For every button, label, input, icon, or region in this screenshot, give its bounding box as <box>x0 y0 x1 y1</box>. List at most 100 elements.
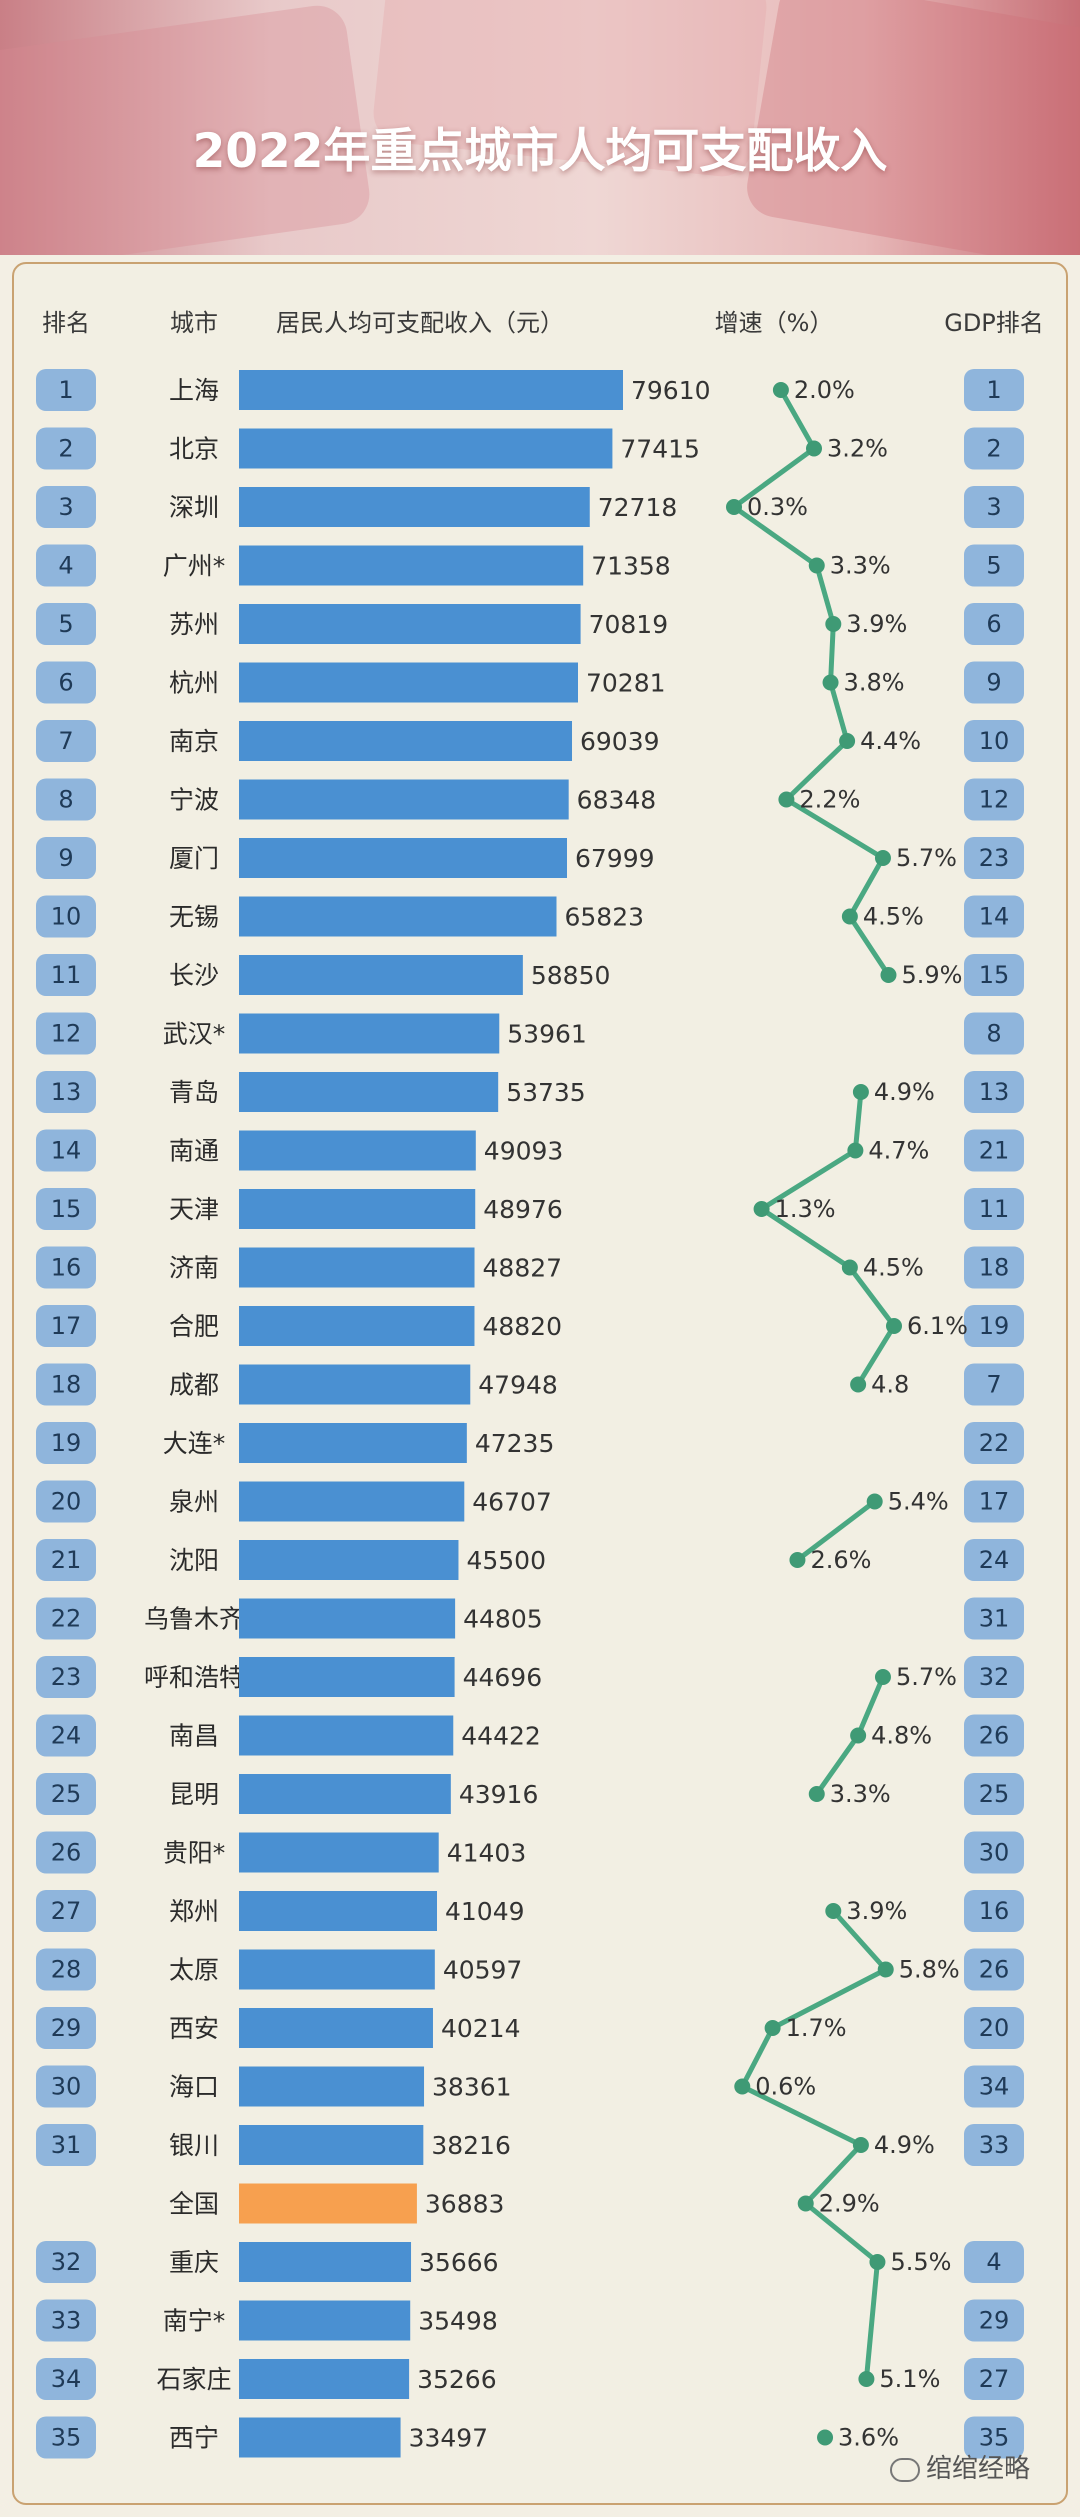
gdp-rank-label: 23 <box>979 844 1010 872</box>
growth-label: 3.3% <box>830 1780 891 1808</box>
city-label: 贵阳* <box>163 1839 226 1868</box>
gdp-rank-label: 4 <box>986 2248 1001 2276</box>
city-label: 大连* <box>163 1429 226 1458</box>
rank-badge <box>36 2241 96 2283</box>
growth-label: 3.3% <box>830 552 891 580</box>
income-bar <box>239 896 557 937</box>
growth-point <box>850 1376 867 1393</box>
growth-point <box>726 499 742 515</box>
growth-point <box>772 382 789 398</box>
income-bar <box>239 662 579 703</box>
gdp-rank-label: 31 <box>979 1605 1010 1633</box>
city-label: 昆明 <box>169 1780 219 1809</box>
gdp-rank-label: 16 <box>979 1897 1010 1925</box>
income-bar <box>239 428 613 469</box>
gdp-rank-badge <box>964 1948 1024 1991</box>
gdp-rank-label: 32 <box>979 1663 1010 1691</box>
growth-label: 1.3% <box>775 1195 836 1223</box>
growth-point <box>886 1318 902 1334</box>
income-bar <box>239 1598 456 1639</box>
income-value: 38361 <box>432 2073 512 2102</box>
income-value: 48820 <box>482 1312 562 1341</box>
gdp-rank-badge <box>964 369 1024 411</box>
rank-badge <box>36 954 96 996</box>
rank-badge <box>36 486 96 528</box>
income-value: 33497 <box>409 2424 489 2453</box>
income-value: 44422 <box>461 1722 541 1751</box>
income-value: 70281 <box>586 669 666 698</box>
gdp-rank-badge <box>964 1188 1024 1230</box>
income-value: 35498 <box>418 2307 498 2336</box>
city-label: 全国 <box>169 2190 219 2219</box>
growth-label: 5.8% <box>899 1956 960 1984</box>
income-bar <box>239 487 590 527</box>
city-label: 西宁 <box>169 2424 219 2453</box>
growth-point <box>847 1142 864 1159</box>
growth-line <box>759 1091 897 1386</box>
growth-point <box>880 967 897 983</box>
income-value: 48827 <box>483 1254 563 1283</box>
gdp-rank-badge <box>964 1890 1024 1932</box>
growth-point <box>734 2078 751 2095</box>
gdp-rank-label: 5 <box>986 552 1001 580</box>
gdp-rank-badge <box>964 661 1024 704</box>
gdp-rank-label: 22 <box>979 1429 1010 1457</box>
growth-point <box>839 733 856 749</box>
gdp-rank-badge <box>964 2065 1024 2108</box>
rank-badge <box>36 720 96 762</box>
header-growth: 增速（%） <box>715 309 834 337</box>
city-label: 济南 <box>169 1254 219 1283</box>
city-label: 南昌 <box>169 1722 219 1751</box>
rank-badge <box>36 2299 96 2342</box>
gdp-rank-badge <box>964 895 1024 938</box>
gdp-rank-label: 2 <box>986 435 1001 463</box>
growth-line <box>795 1499 877 1562</box>
income-bar <box>239 2300 411 2341</box>
income-bar <box>239 370 623 410</box>
gdp-rank-label: 9 <box>986 669 1001 697</box>
income-bar <box>239 1306 475 1346</box>
income-value: 67999 <box>575 844 655 873</box>
rank-label: 5 <box>58 610 73 638</box>
income-bar <box>239 1423 467 1463</box>
rank-badge <box>36 544 96 587</box>
rank-badge <box>36 369 96 411</box>
income-value: 36883 <box>425 2190 505 2219</box>
growth-point <box>866 1493 883 1510</box>
income-value: 69039 <box>580 727 660 756</box>
rank-label: 3 <box>58 493 73 521</box>
city-label: 南通 <box>169 1137 219 1166</box>
gdp-rank-badge <box>964 1246 1024 1289</box>
gdp-rank-badge <box>964 544 1024 587</box>
national-bar <box>239 2183 417 2224</box>
gdp-rank-badge <box>964 2299 1024 2342</box>
gdp-rank-label: 11 <box>979 1195 1010 1223</box>
city-label: 合肥 <box>169 1312 219 1341</box>
income-bar <box>239 1013 500 1054</box>
income-value: 46707 <box>472 1488 552 1517</box>
growth-point <box>850 1727 867 1744</box>
city-label: 深圳 <box>169 493 219 522</box>
rank-label: 21 <box>51 1546 82 1574</box>
rank-label: 1 <box>58 376 73 404</box>
gdp-rank-label: 33 <box>979 2131 1010 2159</box>
city-label: 太原 <box>169 1956 219 1985</box>
rank-label: 17 <box>51 1312 82 1340</box>
growth-label: 5.9% <box>901 961 962 989</box>
rank-label: 22 <box>51 1605 82 1633</box>
gdp-rank-label: 20 <box>979 2014 1010 2042</box>
gdp-rank-label: 10 <box>979 727 1010 755</box>
rank-badge <box>36 1831 96 1874</box>
rank-badge <box>36 427 96 470</box>
growth-point <box>817 2429 834 2446</box>
gdp-rank-badge <box>964 1539 1024 1581</box>
header-gdp-rank: GDP排名 <box>944 309 1044 337</box>
city-label: 厦门 <box>169 844 219 873</box>
income-bar <box>239 838 567 878</box>
city-label: 沈阳 <box>169 1546 219 1575</box>
income-value: 79610 <box>631 376 711 405</box>
income-value: 38216 <box>431 2131 511 2160</box>
rank-label: 20 <box>51 1488 82 1516</box>
growth-point <box>852 2137 869 2153</box>
rank-badge <box>36 1714 96 1757</box>
